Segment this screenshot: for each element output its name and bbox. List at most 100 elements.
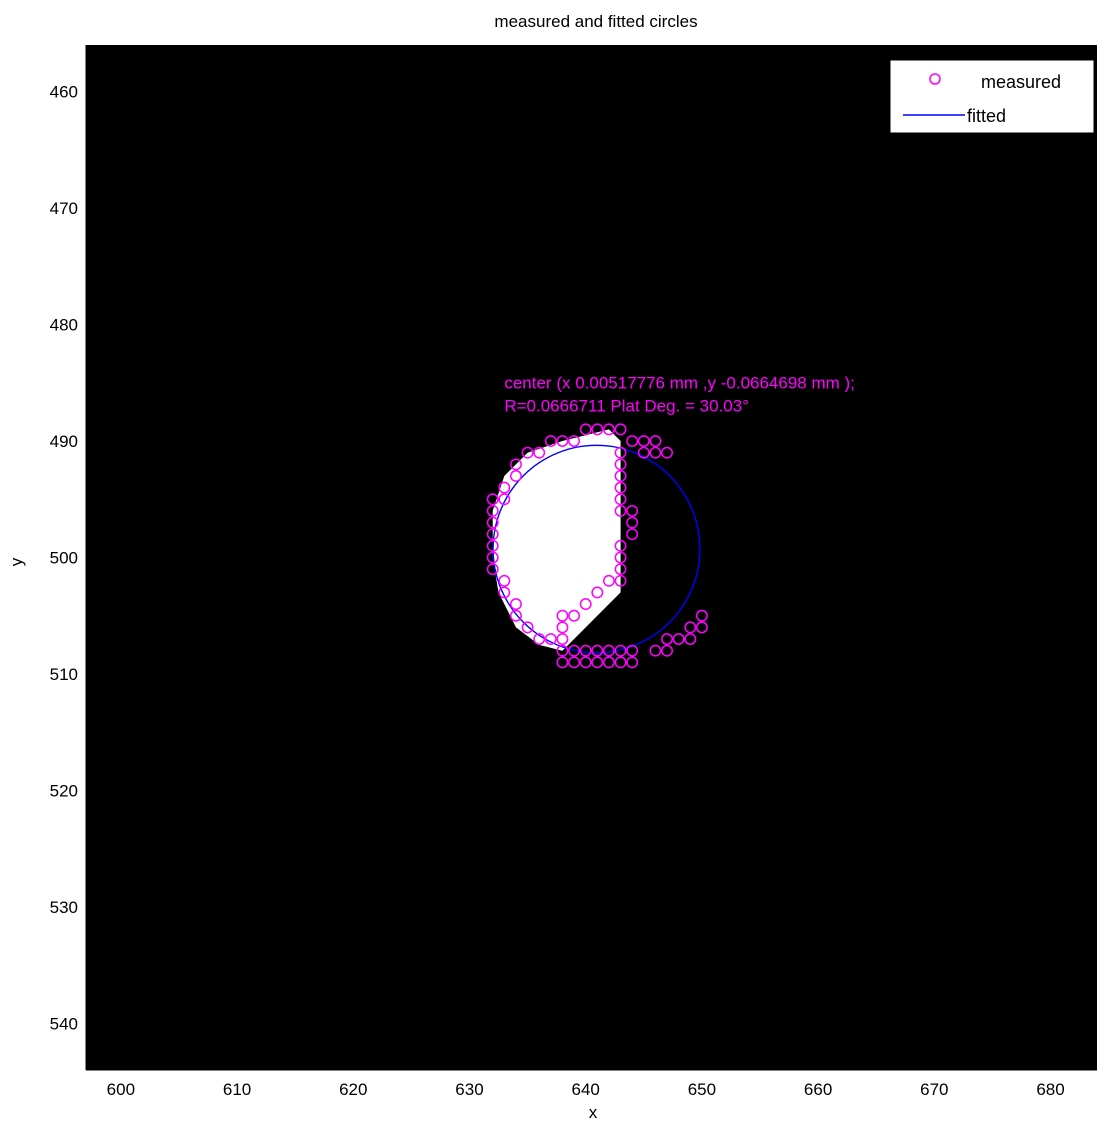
measured-point (614, 539, 627, 552)
measured-point (498, 574, 511, 587)
measured-point (591, 644, 604, 657)
x-tick-label: 620 (339, 1080, 367, 1099)
measured-point (486, 516, 499, 529)
measured-point (684, 633, 697, 645)
measured-point (602, 423, 615, 436)
measured-point (556, 633, 569, 645)
measured-point (521, 621, 534, 634)
measured-point (695, 621, 708, 634)
x-tick-label: 650 (688, 1080, 716, 1099)
measured-point (591, 423, 604, 436)
annotation-radius: R=0.0666711 Plat Deg. = 30.03° (504, 397, 749, 416)
measured-point (614, 574, 627, 587)
measured-point (684, 621, 697, 634)
x-axis: 600 610 620 630 640 650 660 670 680 (86, 1061, 1097, 1099)
measured-point (695, 609, 708, 622)
measured-point (626, 435, 639, 447)
fit-annotation: center (x 0.00517776 mm ,y -0.0664698 mm… (504, 374, 855, 416)
measured-point (486, 551, 499, 564)
measured-point (579, 423, 592, 436)
bright-region (492, 429, 621, 651)
measured-point (510, 470, 522, 482)
measured-point (626, 644, 639, 657)
measured-point (602, 656, 615, 669)
legend-fitted-label: fitted (967, 106, 1006, 126)
measured-point (614, 504, 627, 517)
y-axis: 460 470 480 490 500 510 520 530 540 (50, 45, 95, 1070)
x-tick-label: 680 (1036, 1080, 1064, 1099)
measured-point (521, 446, 534, 459)
measured-point (556, 609, 569, 622)
legend: measured fitted (889, 59, 1095, 134)
measured-point (556, 621, 569, 634)
measured-point (614, 458, 627, 471)
y-tick-label: 460 (50, 83, 78, 102)
measured-point (533, 633, 546, 645)
measured-point (637, 446, 650, 459)
measured-point (614, 423, 627, 436)
measured-point (614, 446, 627, 459)
measured-point (579, 598, 592, 611)
measured-point (626, 656, 639, 669)
measured-point (486, 493, 499, 506)
measured-point (637, 435, 650, 447)
x-tick-label: 670 (920, 1080, 948, 1099)
legend-measured-label: measured (981, 72, 1061, 92)
y-tick-label: 520 (50, 781, 78, 800)
measured-point (579, 644, 592, 657)
measured-series (486, 423, 708, 669)
fitted-series (492, 444, 701, 654)
measured-point (486, 563, 499, 576)
measured-point (556, 656, 569, 669)
measured-point (510, 598, 522, 611)
measured-point (498, 586, 511, 599)
measured-point (568, 609, 581, 622)
measured-point (568, 656, 581, 669)
measured-point (626, 528, 639, 541)
y-tick-label: 530 (50, 898, 78, 917)
measured-point (544, 435, 557, 447)
fitted-circle (492, 444, 701, 654)
measured-point (602, 644, 615, 657)
measured-point (510, 609, 522, 622)
x-tick-label: 660 (804, 1080, 832, 1099)
y-tick-label: 470 (50, 199, 78, 218)
legend-measured-marker (929, 73, 941, 85)
x-tick-label: 640 (572, 1080, 600, 1099)
measured-point (614, 644, 627, 657)
measured-point (498, 493, 511, 506)
x-tick-label: 630 (455, 1080, 483, 1099)
measured-point (486, 539, 499, 552)
measured-point (614, 656, 627, 669)
measured-point (661, 446, 673, 459)
measured-point (614, 481, 627, 494)
measured-point (486, 528, 499, 541)
measured-point (579, 656, 592, 669)
measured-point (510, 458, 522, 471)
measured-point (498, 481, 511, 494)
measured-point (626, 516, 639, 529)
y-tick-label: 480 (50, 316, 78, 335)
y-tick-label: 510 (50, 665, 78, 684)
measured-point (614, 470, 627, 482)
chart-title: measured and fitted circles (494, 12, 697, 31)
measured-point (568, 435, 581, 447)
legend-box (889, 59, 1095, 134)
y-axis-label: y (7, 557, 26, 566)
measured-point (614, 563, 627, 576)
x-tick-label: 610 (223, 1080, 251, 1099)
measured-point (556, 435, 569, 447)
y-tick-label: 540 (50, 1014, 78, 1033)
measured-point (486, 504, 499, 517)
measured-point (602, 574, 615, 587)
x-tick-label: 600 (107, 1080, 135, 1099)
measured-point (556, 644, 569, 657)
measured-point (614, 551, 627, 564)
x-axis-label: x (589, 1103, 598, 1122)
measured-point (614, 493, 627, 506)
measured-point (591, 656, 604, 669)
measured-point (661, 644, 673, 657)
measured-point (533, 446, 546, 459)
y-tick-label: 490 (50, 432, 78, 451)
